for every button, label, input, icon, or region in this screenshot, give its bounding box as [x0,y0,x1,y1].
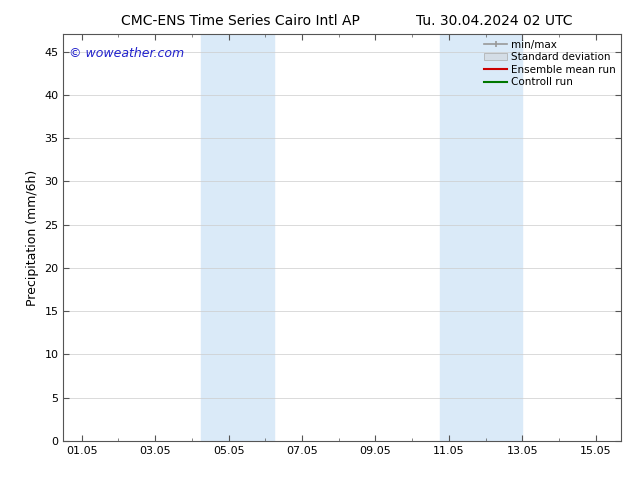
Bar [201,34,275,441]
Text: Tu. 30.04.2024 02 UTC: Tu. 30.04.2024 02 UTC [417,14,573,28]
Text: © woweather.com: © woweather.com [69,47,184,59]
Legend: min/max, Standard deviation, Ensemble mean run, Controll run: min/max, Standard deviation, Ensemble me… [482,37,618,89]
Text: CMC-ENS Time Series Cairo Intl AP: CMC-ENS Time Series Cairo Intl AP [122,14,360,28]
Bar [439,34,522,441]
Y-axis label: Precipitation (mm/6h): Precipitation (mm/6h) [26,170,39,306]
